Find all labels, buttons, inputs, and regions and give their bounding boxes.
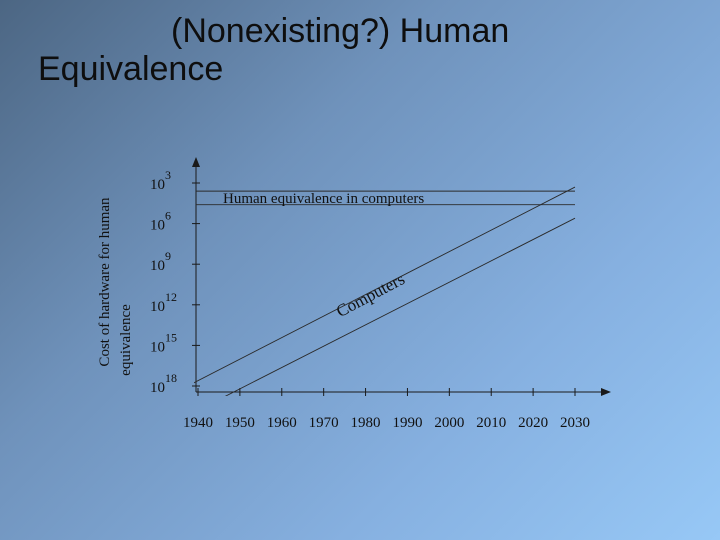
trend-lines xyxy=(194,186,576,396)
y-tick-base: 10 xyxy=(150,380,165,396)
y-tick-label: 106 xyxy=(150,209,171,234)
y-axis-arrow xyxy=(192,157,200,167)
x-tick-label: 1990 xyxy=(392,415,422,431)
y-tick-exponent: 3 xyxy=(165,168,171,182)
x-tick-label: 2000 xyxy=(434,415,464,431)
y-tick-label: 1015 xyxy=(150,330,177,355)
trend-line-1 xyxy=(194,186,576,384)
x-tick-label: 2030 xyxy=(560,415,590,431)
x-tick-label: 2020 xyxy=(518,415,548,431)
x-tick-label: 1950 xyxy=(225,415,255,431)
y-tick-label: 103 xyxy=(150,168,171,193)
y-axis-title-line-2: equivalence xyxy=(118,304,134,376)
x-tick-label: 2010 xyxy=(476,415,506,431)
x-tick-label: 1970 xyxy=(309,415,339,431)
x-tick-label: 1940 xyxy=(183,415,213,431)
y-tick-base: 10 xyxy=(150,258,165,274)
y-tick-base: 10 xyxy=(150,339,165,355)
trend-label: Computers xyxy=(333,269,408,321)
trend-line-2 xyxy=(224,217,576,396)
human-equivalence-band xyxy=(196,190,575,206)
slide-title-line-2: Equivalence xyxy=(38,50,224,88)
slide-title-line-1: (Nonexisting?) Human xyxy=(171,12,510,50)
y-tick-label: 1018 xyxy=(150,371,177,396)
x-tick-label: 1980 xyxy=(351,415,381,431)
slide-title: (Nonexisting?) Human Equivalence xyxy=(38,12,598,88)
y-axis-title-line-1: Cost of hardware for human xyxy=(97,197,113,367)
x-axis-arrow xyxy=(601,388,611,396)
y-tick-exponent: 9 xyxy=(165,249,171,263)
y-tick-label: 1012 xyxy=(150,290,177,315)
y-tick-base: 10 xyxy=(150,177,165,193)
y-tick-exponent: 18 xyxy=(165,371,177,385)
y-tick-exponent: 12 xyxy=(165,290,177,304)
y-tick-exponent: 6 xyxy=(165,209,171,223)
y-tick-exponent: 15 xyxy=(165,330,177,344)
y-tick-base: 10 xyxy=(150,218,165,234)
y-tick-label: 109 xyxy=(150,249,171,274)
y-tick-base: 10 xyxy=(150,299,165,315)
x-tick-label: 1960 xyxy=(267,415,297,431)
band-label: Human equivalence in computers xyxy=(223,191,424,207)
